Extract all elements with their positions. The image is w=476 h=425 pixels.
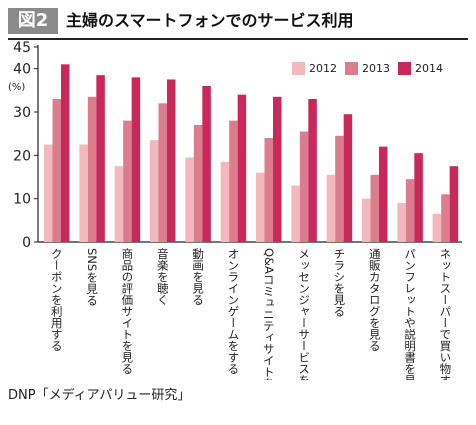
bar-2012-8 (291, 185, 300, 242)
bar-2014-9 (343, 114, 353, 242)
bar-2013-8 (299, 131, 309, 242)
legend-swatch-2013 (345, 62, 358, 75)
category-label-9: チラシを見る (332, 248, 346, 317)
bar-2014-11 (414, 153, 423, 242)
bar-2014-3 (131, 77, 141, 242)
y-tick-label: 40 (13, 62, 31, 78)
bar-2013-11 (405, 179, 415, 242)
bar-2014-7 (273, 96, 282, 242)
category-label-7: Q&Aコミュニティサイトを見る (262, 248, 276, 380)
bar-2013-1 (52, 99, 61, 242)
bar-2012-3 (114, 166, 124, 242)
y-tick-label: 45 (13, 40, 31, 56)
bar-2013-9 (335, 135, 344, 242)
y-tick-label: 10 (13, 192, 31, 208)
legend-label-2012: 2012 (309, 62, 337, 75)
legend-swatch-2014 (398, 62, 411, 75)
bar-2012-5 (185, 157, 194, 242)
bar-2013-6 (229, 120, 238, 242)
y-axis-label: (%) (8, 82, 25, 93)
bar-2013-4 (158, 103, 167, 242)
bar-2012-10 (362, 198, 371, 242)
bar-2014-12 (449, 166, 459, 242)
source-note: DNP「メディアパリュー研究」 (8, 388, 191, 403)
bar-2014-1 (61, 64, 70, 242)
bar-2013-5 (193, 125, 203, 242)
bar-2013-12 (441, 194, 450, 242)
category-label-1: クーポンを利用する (50, 248, 64, 352)
bar-chart: (%) 0 10 20 30 40 45 クーポンを利用する SNSを見る 商品の評価サイトを見る… (8, 40, 462, 380)
bar-2012-1 (44, 144, 53, 242)
bar-2014-6 (237, 94, 247, 242)
category-label-2: SNSを見る (85, 248, 99, 306)
y-tick-label: 0 (22, 235, 31, 251)
figure-badge: 図2 (8, 8, 58, 34)
bar-2014-5 (202, 86, 211, 242)
category-label-4: 音楽を聴く (156, 247, 170, 305)
bar-2012-11 (397, 203, 406, 242)
category-label-5: 動画を見る (191, 247, 205, 305)
legend-label-2013: 2013 (362, 62, 390, 75)
bar-2013-7 (264, 138, 273, 242)
legend-item-2014: 2014 (398, 62, 443, 75)
bar-2014-2 (96, 75, 105, 242)
bar-2012-9 (326, 174, 336, 242)
category-label-3: 商品の評価サイトを見る (120, 247, 134, 374)
chart-title: 主婦のスマートフォンでのサービス利用 (66, 11, 354, 30)
bar-2013-10 (370, 174, 379, 242)
category-label-8: メッセンジャーサービスを見る (297, 248, 311, 380)
category-label-12: ネットスーパーで買い物する (438, 248, 452, 380)
bar-2013-3 (123, 120, 132, 242)
bar-2014-10 (379, 146, 388, 242)
category-label-11: パンフレットや説明書を見る (403, 248, 417, 380)
y-tick-label: 20 (13, 148, 31, 164)
legend-label-2014: 2014 (415, 62, 443, 75)
bar-2012-2 (79, 144, 88, 242)
category-label-10: 通販カタログを見る (368, 248, 382, 352)
bar-2014-8 (308, 99, 317, 242)
legend: 2012 2013 2014 (292, 62, 443, 75)
bar-2012-12 (432, 213, 442, 242)
y-tick-label: 30 (13, 105, 31, 121)
bar-2013-2 (87, 96, 97, 242)
legend-swatch-2012 (292, 62, 305, 75)
bar-2014-4 (167, 79, 176, 242)
legend-item-2013: 2013 (345, 62, 390, 75)
legend-item-2012: 2012 (292, 62, 337, 75)
bar-2012-6 (220, 161, 230, 242)
category-label-6: オンラインゲームをする (226, 248, 240, 375)
bar-2012-4 (150, 140, 159, 242)
bar-2012-7 (256, 172, 265, 242)
title-rule (8, 38, 468, 40)
